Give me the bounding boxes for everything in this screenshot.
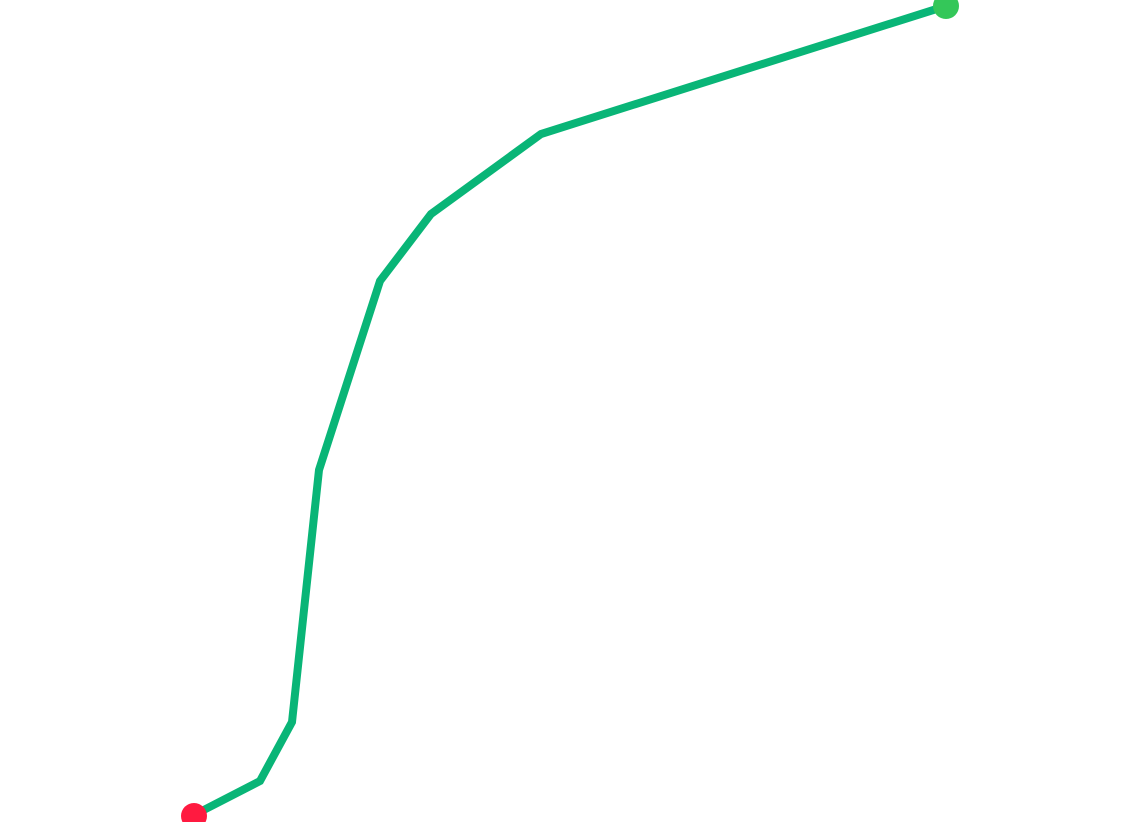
start-marker [181, 803, 207, 822]
route-line [190, 2, 950, 819]
end-marker [933, 0, 959, 19]
